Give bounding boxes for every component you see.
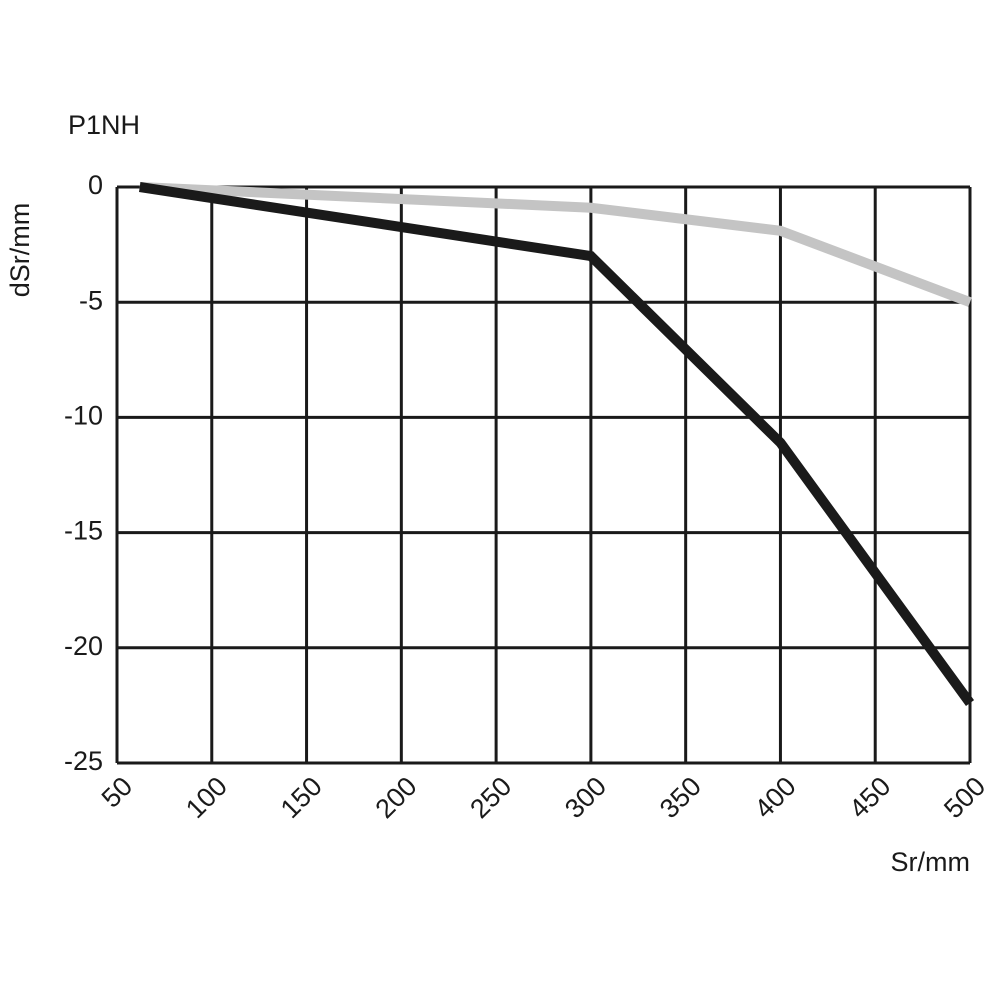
line-series — [139, 182, 972, 307]
x-tick-label: 500 — [938, 771, 991, 824]
y-tick-label: -25 — [64, 746, 103, 776]
y-tick-label: -15 — [64, 516, 103, 546]
x-tick-label: 200 — [370, 771, 423, 824]
x-tick-label: 150 — [275, 771, 328, 824]
x-tick-label: 300 — [559, 771, 612, 824]
x-tick-label: 50 — [96, 771, 138, 813]
x-tick-label: 250 — [464, 771, 517, 824]
x-tick-label: 100 — [180, 771, 233, 824]
y-axis-label: dSr/mm — [5, 203, 35, 298]
x-tick-label: 350 — [654, 771, 707, 824]
line-series — [138, 182, 975, 707]
x-tick-label: 400 — [749, 771, 802, 824]
chart-title: P1NH — [68, 110, 140, 140]
y-tick-label: 0 — [88, 170, 103, 200]
y-tick-label: -5 — [79, 285, 103, 315]
y-tick-label: -10 — [64, 401, 103, 431]
x-tick-label: 450 — [843, 771, 896, 824]
x-axis-label: Sr/mm — [891, 847, 970, 877]
y-tick-label: -20 — [64, 631, 103, 661]
